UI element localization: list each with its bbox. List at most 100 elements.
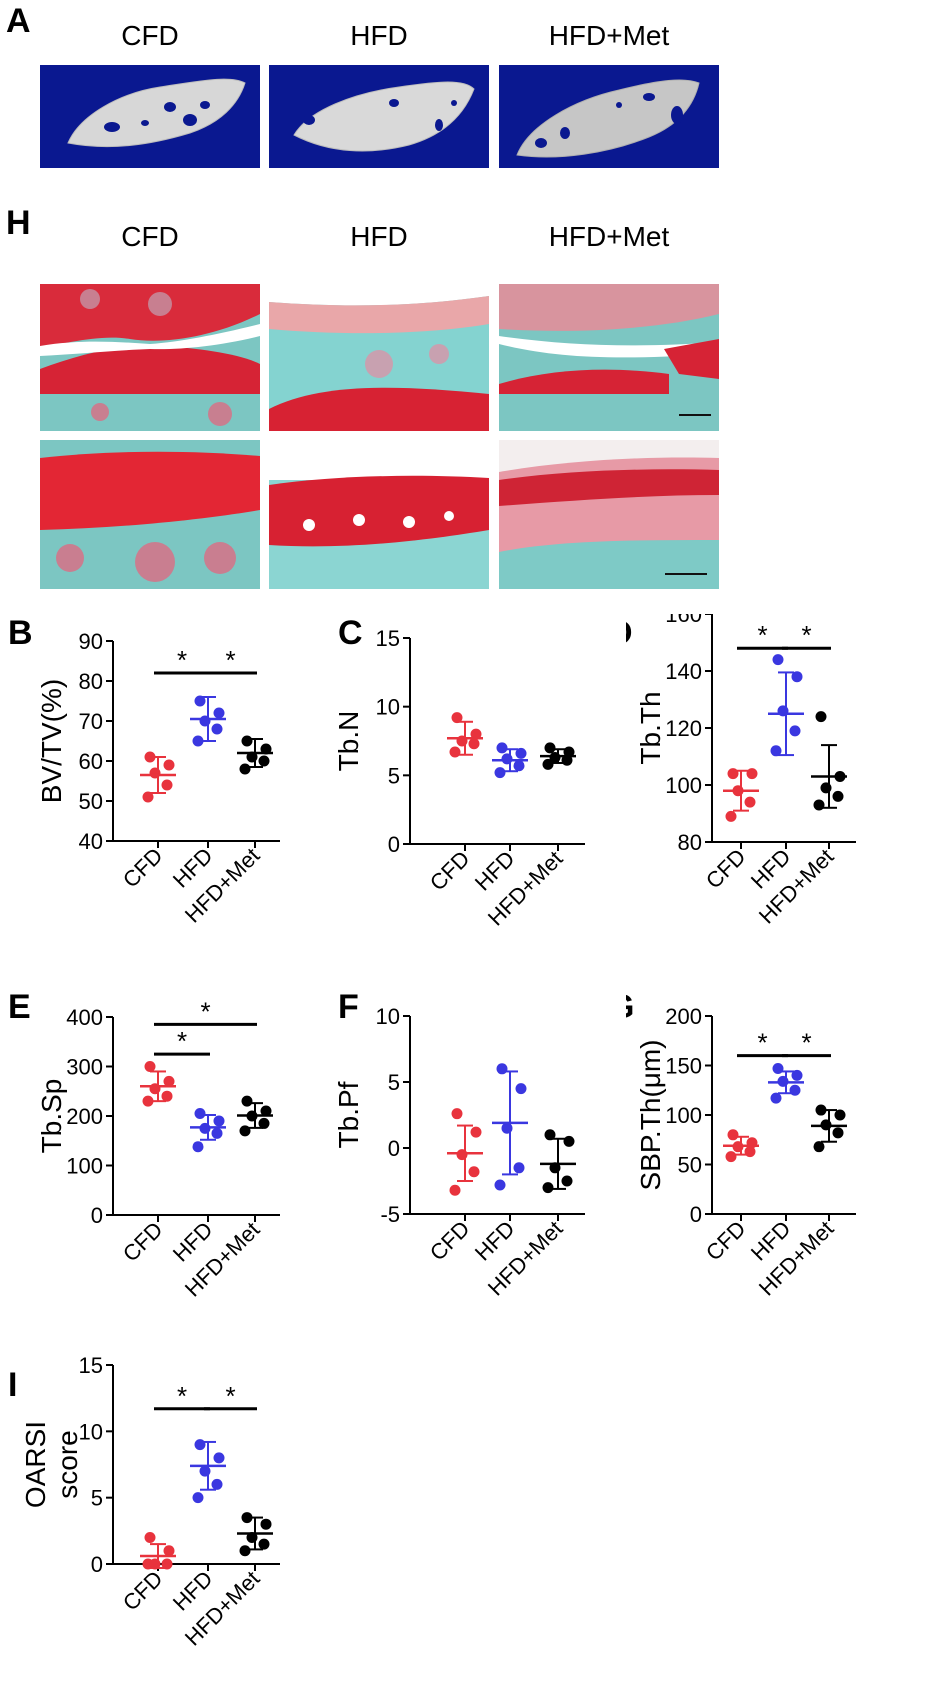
x-tick-label-b-0: CFD: [118, 843, 168, 893]
data-point-d-0-1: [744, 796, 756, 808]
data-point-c-1-1: [513, 760, 525, 772]
data-point-e-1-0: [192, 1141, 204, 1153]
col-label-h-hfd: HFD: [350, 221, 408, 252]
y-tick-label-b-5: 90: [79, 629, 103, 654]
x-tick-label-g-0: CFD: [701, 1216, 751, 1266]
data-point-c-0-4: [451, 712, 463, 724]
x-tick-label-f-0: CFD: [425, 1216, 475, 1266]
data-point-b-0-3: [163, 759, 175, 771]
microct-image-hfd: [269, 65, 489, 168]
data-point-d-0-3: [746, 768, 758, 780]
y-tick-label-e-0: 0: [91, 1203, 103, 1228]
data-point-e-0-1: [161, 1090, 173, 1102]
data-point-c-0-0: [449, 746, 461, 758]
data-point-c-2-3: [563, 746, 575, 758]
y-tick-label-d-0: 80: [678, 830, 702, 855]
data-point-c-1-3: [515, 747, 527, 759]
data-point-d-2-1: [832, 790, 844, 802]
y-axis-label-e: Tb.Sp: [36, 1079, 67, 1154]
data-point-g-0-0: [725, 1151, 737, 1163]
y-tick-label-g-4: 200: [665, 1004, 702, 1029]
sig-label-d-1: *: [801, 620, 811, 650]
panel-letter-c: C: [338, 614, 363, 652]
y-tick-label-e-2: 200: [66, 1104, 103, 1129]
data-point-i-1-3: [213, 1452, 225, 1464]
y-axis-label-f: Tb.Pf: [333, 1081, 364, 1148]
data-point-b-1-1: [211, 723, 223, 735]
sig-label-b-1: *: [225, 645, 235, 675]
data-point-f-0-4: [451, 1108, 463, 1120]
data-point-f-1-0: [494, 1179, 506, 1191]
panel-letter-h: H: [6, 204, 31, 242]
microct-image-hfd-met: [499, 65, 719, 168]
y-tick-label-g-2: 100: [665, 1103, 702, 1128]
data-point-e-0-4: [144, 1061, 156, 1072]
data-point-b-2-4: [241, 735, 253, 747]
data-point-i-2-3: [260, 1518, 272, 1530]
data-point-e-2-1: [258, 1117, 270, 1129]
sig-label-b-0: *: [177, 645, 187, 675]
data-point-e-0-0: [142, 1095, 154, 1107]
col-label-h-hfd-met: HFD+Met: [548, 221, 670, 252]
y-tick-label-f-1: 0: [388, 1136, 400, 1161]
data-point-f-2-4: [544, 1129, 556, 1141]
y-tick-label-b-0: 40: [79, 829, 103, 854]
data-point-d-1-0: [770, 745, 782, 757]
data-point-i-1-4: [194, 1439, 206, 1451]
col-label-a-hfd: HFD: [350, 20, 408, 51]
data-point-f-0-0: [449, 1184, 461, 1196]
y-tick-label-f-2: 5: [388, 1070, 400, 1095]
y-tick-label-i-1: 5: [91, 1486, 103, 1511]
data-point-e-2-3: [260, 1105, 272, 1117]
data-point-e-1-4: [194, 1108, 206, 1120]
y-tick-label-c-2: 10: [376, 695, 400, 720]
data-point-i-0-1: [161, 1558, 173, 1570]
col-label-a-cfd: CFD: [121, 20, 179, 51]
y-tick-label-c-0: 0: [388, 832, 400, 857]
data-point-i-2-0: [239, 1545, 251, 1557]
panel-letter-a: A: [6, 2, 31, 40]
sig-label-g-1: *: [801, 1028, 811, 1058]
data-point-d-2-4: [815, 711, 827, 723]
data-point-f-2-1: [561, 1175, 573, 1187]
histology-high-hfd-met: [499, 440, 719, 589]
data-point-e-1-3: [213, 1115, 225, 1127]
y-axis-label-g: SBP.Th(μm): [635, 1040, 666, 1191]
data-point-c-0-1: [468, 738, 480, 750]
histology-high-hfd: [269, 440, 489, 589]
microct-image-cfd: [40, 65, 260, 168]
y-axis-label-b: BV/TV(%): [36, 679, 67, 803]
x-tick-label-e-0: CFD: [118, 1217, 168, 1267]
x-tick-label-c-0: CFD: [425, 846, 475, 896]
data-point-g-1-0: [770, 1092, 782, 1104]
data-point-i-1-0: [192, 1492, 204, 1504]
y-tick-label-b-1: 50: [79, 789, 103, 814]
data-point-b-1-3: [213, 707, 225, 719]
histology-low-hfd: [269, 284, 489, 431]
data-point-e-1-1: [211, 1127, 223, 1139]
data-point-g-2-1: [832, 1127, 844, 1139]
x-tick-label-i-0: CFD: [118, 1566, 168, 1616]
data-point-i-0-4: [144, 1531, 156, 1543]
data-point-e-2-4: [241, 1095, 253, 1107]
histology-low-hfd-met: [499, 284, 719, 431]
data-point-c-1-4: [496, 742, 508, 754]
y-tick-label-f-0: -5: [380, 1202, 400, 1227]
data-point-f-0-3: [470, 1126, 482, 1138]
y-tick-label-b-4: 80: [79, 669, 103, 694]
data-point-d-1-4: [772, 654, 784, 666]
data-point-d-1-1: [789, 725, 801, 737]
y-tick-label-b-3: 70: [79, 709, 103, 734]
y-tick-label-g-0: 0: [690, 1202, 702, 1227]
data-point-f-2-0: [542, 1182, 554, 1194]
y-axis-label-c: Tb.N: [333, 711, 364, 772]
data-point-b-0-0: [142, 791, 154, 803]
sig-label-i-1: *: [225, 1381, 235, 1411]
y-tick-label-c-1: 5: [388, 763, 400, 788]
sig-label-e-0: *: [177, 1026, 187, 1056]
